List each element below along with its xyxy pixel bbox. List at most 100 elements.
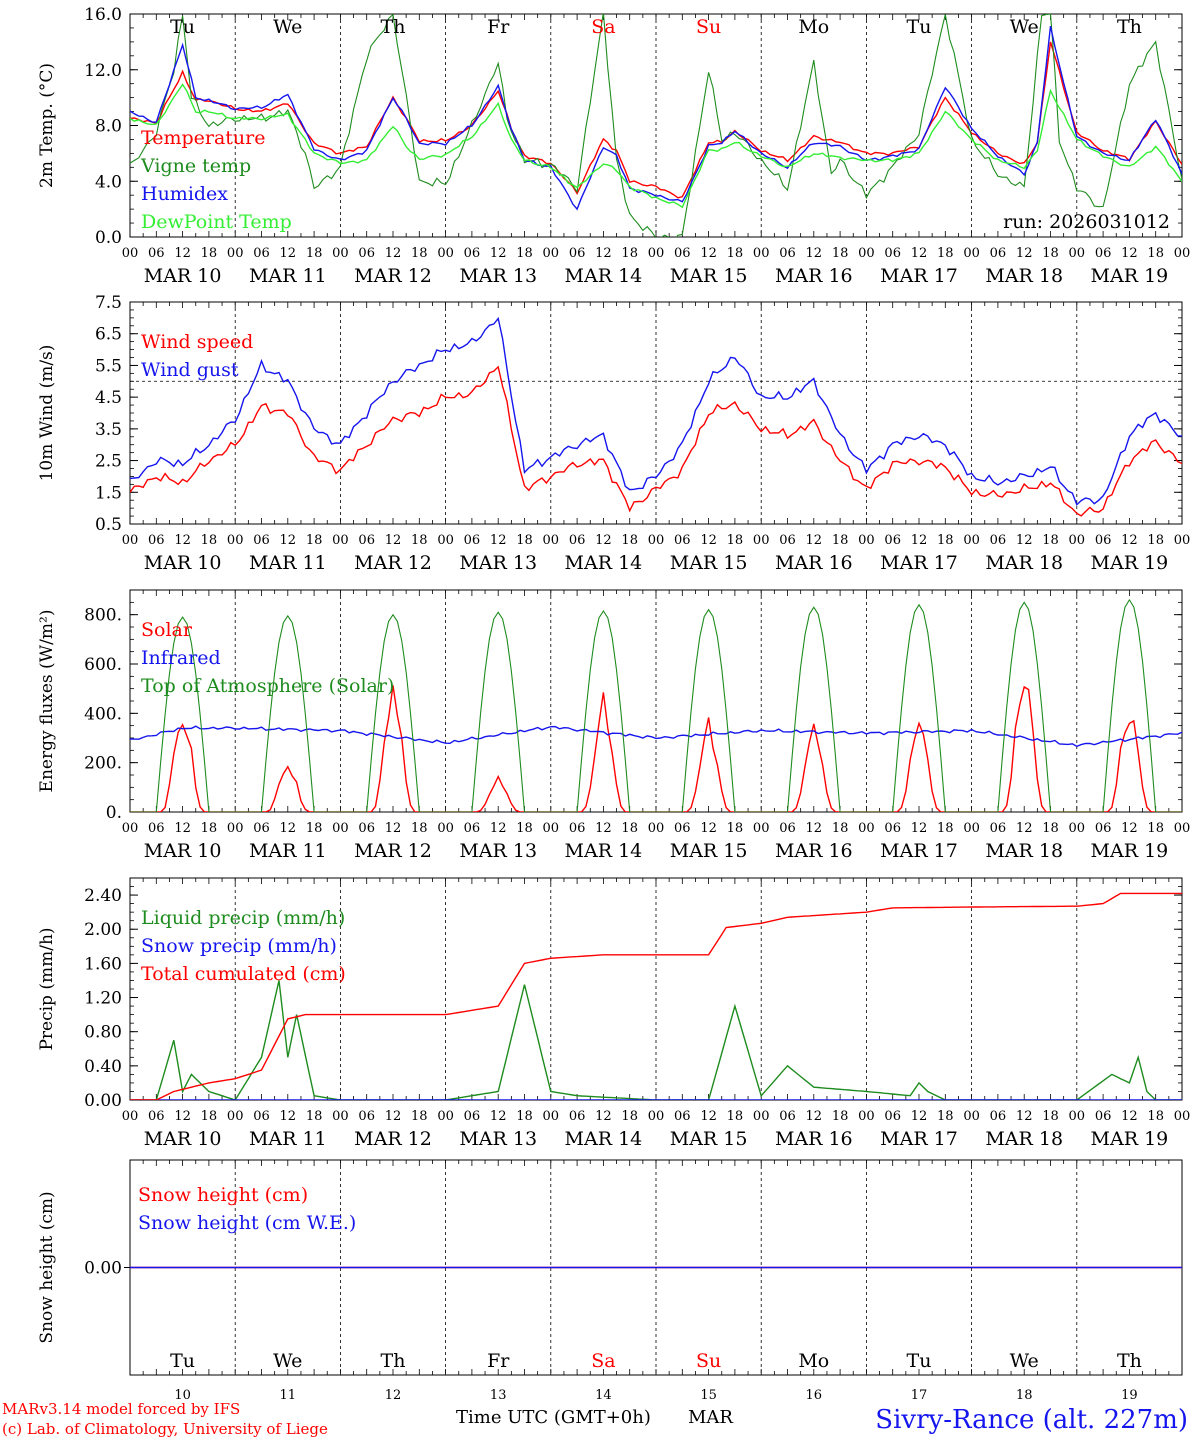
- date-label: MAR 18: [985, 552, 1063, 574]
- hour-tick-label: 00: [1069, 821, 1086, 836]
- hour-tick-label: 06: [569, 821, 586, 836]
- hour-tick-label: 00: [1174, 533, 1191, 548]
- y-axis-label: Snow height (cm): [37, 1191, 57, 1343]
- panel-snow: 0.00 Snow height (cm) Snow height (cm) Snow…: [37, 1159, 1183, 1403]
- y-tick-label: 7.5: [95, 293, 122, 313]
- date-label: MAR 11: [249, 840, 327, 862]
- y-tick-label: 6.5: [95, 325, 122, 345]
- date-label: MAR 12: [354, 265, 432, 287]
- hour-tick-label: 06: [253, 1109, 270, 1124]
- hour-tick-label: 18: [1042, 246, 1059, 261]
- hour-tick-label: 06: [990, 246, 1007, 261]
- hour-tick-label: 12: [385, 533, 402, 548]
- hour-tick-label: 00: [543, 246, 560, 261]
- date-label: MAR 18: [985, 1128, 1063, 1150]
- date-label: MAR 17: [880, 552, 958, 574]
- weekday-label: Su: [696, 1350, 721, 1372]
- hour-tick-label: 06: [253, 821, 270, 836]
- hour-tick-label: 00: [122, 1109, 139, 1124]
- panel-temperature: 0.0 4.0 8.0 12.0 16.0 2m Temp. (°C) 00 06 12 18 MA…: [37, 5, 1190, 287]
- date-label: MAR 17: [880, 840, 958, 862]
- date-label: MAR 12: [354, 1128, 432, 1150]
- day-number-label: 10: [174, 1388, 191, 1403]
- legend-entry: Snow height (cm): [138, 1184, 308, 1206]
- lab-credit-text: (c) Lab. of Climatology, University of L…: [2, 1420, 328, 1438]
- hour-tick-label: 12: [490, 821, 507, 836]
- weekday-label: We: [273, 1350, 302, 1372]
- legend-entry: Vigne temp: [140, 155, 251, 177]
- hour-tick-label: 12: [1121, 821, 1138, 836]
- hour-tick-label: 18: [832, 533, 849, 548]
- y-tick-label: 200.: [84, 754, 122, 774]
- hour-tick-label: 00: [543, 533, 560, 548]
- hour-tick-label: 12: [700, 1109, 717, 1124]
- hour-tick-label: 06: [884, 1109, 901, 1124]
- legend-entry: Top of Atmosphere (Solar): [141, 675, 394, 697]
- hour-tick-label: 00: [437, 1109, 454, 1124]
- hour-tick-label: 12: [174, 1109, 191, 1124]
- date-label: MAR 19: [1091, 552, 1169, 574]
- hour-tick-label: 18: [516, 533, 533, 548]
- hour-tick-label: 00: [332, 1109, 349, 1124]
- hour-tick-label: 18: [832, 246, 849, 261]
- date-label: MAR 10: [144, 265, 222, 287]
- legend-entry: Snow precip (mm/h): [141, 935, 337, 957]
- hour-tick-label: 06: [674, 533, 691, 548]
- hour-tick-label: 00: [753, 821, 770, 836]
- series-line-solar: [130, 685, 1182, 812]
- y-tick-label: 600.: [84, 655, 122, 675]
- date-label: MAR 16: [775, 840, 853, 862]
- weekday-label: Th: [1117, 1350, 1142, 1372]
- hour-tick-label: 12: [280, 246, 297, 261]
- hour-tick-label: 06: [990, 1109, 1007, 1124]
- hour-tick-label: 18: [727, 821, 744, 836]
- hour-tick-label: 00: [1069, 246, 1086, 261]
- hour-tick-label: 18: [621, 1109, 638, 1124]
- hour-tick-label: 18: [411, 246, 428, 261]
- hour-tick-label: 18: [727, 533, 744, 548]
- hour-tick-label: 12: [280, 1109, 297, 1124]
- y-tick-label: 0.5: [95, 515, 122, 535]
- hour-tick-label: 06: [674, 1109, 691, 1124]
- y-tick-label: 0.00: [84, 1091, 122, 1111]
- hour-tick-label: 12: [700, 821, 717, 836]
- date-label: MAR 15: [670, 840, 748, 862]
- hour-tick-label: 00: [332, 533, 349, 548]
- legend-entry: Total cumulated (cm): [141, 963, 346, 985]
- date-label: MAR 18: [985, 265, 1063, 287]
- hour-tick-label: 06: [990, 821, 1007, 836]
- hour-tick-label: 00: [963, 533, 980, 548]
- hour-tick-label: 00: [1174, 246, 1191, 261]
- hour-tick-label: 18: [832, 821, 849, 836]
- date-label: MAR 13: [459, 552, 537, 574]
- y-tick-label: 5.5: [95, 356, 122, 376]
- hour-tick-label: 06: [779, 1109, 796, 1124]
- hour-tick-label: 12: [595, 821, 612, 836]
- hour-tick-label: 12: [174, 821, 191, 836]
- hour-tick-label: 18: [937, 1109, 954, 1124]
- hour-tick-label: 06: [464, 246, 481, 261]
- hour-tick-label: 00: [648, 1109, 665, 1124]
- hour-tick-label: 00: [122, 246, 139, 261]
- series-group: [130, 892, 1182, 1100]
- legend-entry: Humidex: [141, 183, 228, 205]
- hour-tick-label: 06: [779, 246, 796, 261]
- weekday-label: Tu: [907, 1350, 932, 1372]
- date-label: MAR 14: [565, 840, 643, 862]
- y-tick-label: 0.: [106, 803, 122, 823]
- date-label: MAR 19: [1091, 1128, 1169, 1150]
- hour-tick-label: 12: [911, 1109, 928, 1124]
- y-tick-label: 8.0: [95, 117, 122, 137]
- y-tick-label: 16.0: [84, 5, 122, 25]
- date-label: MAR 15: [670, 552, 748, 574]
- date-label: MAR 19: [1091, 265, 1169, 287]
- weekday-label: Fr: [487, 1350, 510, 1372]
- weekday-label: Th: [381, 16, 406, 38]
- hour-tick-label: 12: [1121, 1109, 1138, 1124]
- date-label: MAR 10: [144, 840, 222, 862]
- day-number-label: 18: [1016, 1388, 1033, 1403]
- hour-tick-label: 06: [674, 821, 691, 836]
- y-tick-label: 4.0: [95, 172, 122, 192]
- day-number-label: 14: [595, 1388, 612, 1403]
